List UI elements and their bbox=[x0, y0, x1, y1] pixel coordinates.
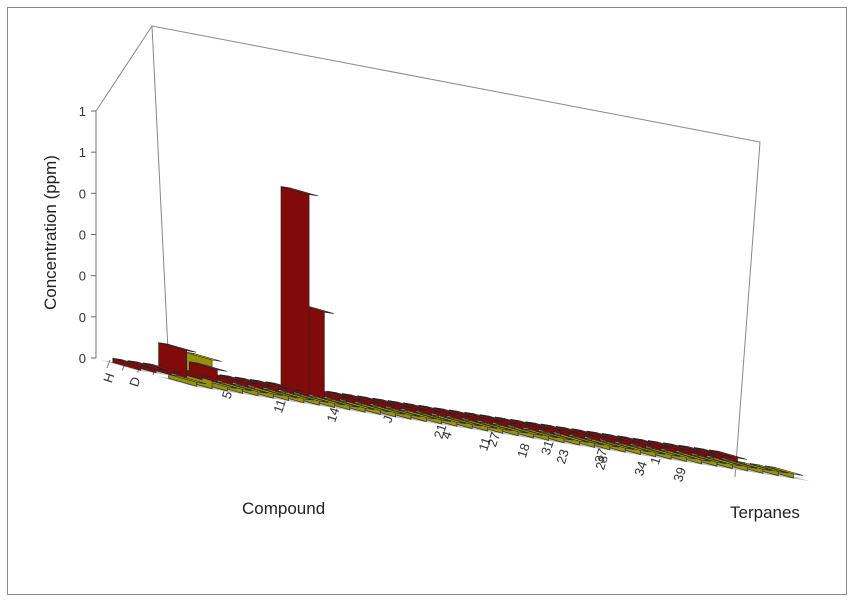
left-wall-edge bbox=[151, 25, 169, 351]
x-tick-label-series2: 4 bbox=[438, 429, 455, 441]
chart-frame bbox=[7, 7, 847, 595]
x-tick-label: 1 bbox=[647, 455, 664, 467]
bar bbox=[112, 357, 151, 371]
y-tick-label: 0 bbox=[79, 310, 86, 325]
y-tick-label: 1 bbox=[79, 145, 86, 160]
x-tick-label-series2: 18 bbox=[514, 441, 533, 459]
x-tick-label: 14 bbox=[324, 406, 343, 424]
x-tick bbox=[106, 359, 111, 369]
x-tick-label-series2: 34 bbox=[631, 459, 650, 477]
bar bbox=[280, 186, 319, 397]
x-tick-label: 37 bbox=[591, 447, 610, 465]
bar-side bbox=[168, 373, 198, 387]
y-tick-label: 0 bbox=[79, 228, 86, 243]
y-axis-title: Concentration (ppm) bbox=[41, 155, 60, 310]
x-tick-label: D bbox=[126, 375, 143, 389]
x-tick-label: 21 bbox=[431, 422, 450, 440]
x-tick-label: 11 bbox=[270, 397, 288, 414]
y-tick-label: 0 bbox=[79, 269, 86, 284]
back-wall-outline bbox=[95, 25, 761, 478]
x-axis-title: Compound bbox=[242, 499, 325, 518]
bar-side bbox=[280, 186, 310, 397]
x-tick-label-series2: 28 bbox=[592, 453, 611, 471]
x-tick-label-series2: 23 bbox=[553, 447, 572, 465]
x-tick-label: 27 bbox=[484, 430, 503, 448]
y-tick-label: 0 bbox=[79, 351, 86, 366]
y-tick-label: 0 bbox=[79, 186, 86, 201]
x-tick-label: 5 bbox=[219, 389, 236, 401]
x-tick-label: 31 bbox=[538, 438, 557, 456]
x-tick-label-series2: 11 bbox=[475, 435, 493, 452]
bar bbox=[168, 373, 207, 387]
bar-side bbox=[112, 357, 142, 371]
x-tick-label: H bbox=[100, 371, 117, 385]
z-axis-title: Terpanes bbox=[730, 503, 800, 522]
x-tick-label-series2: 39 bbox=[670, 465, 689, 483]
x-tick-label: J bbox=[380, 414, 396, 425]
bars bbox=[112, 186, 803, 479]
y-tick-label: 1 bbox=[79, 104, 86, 119]
